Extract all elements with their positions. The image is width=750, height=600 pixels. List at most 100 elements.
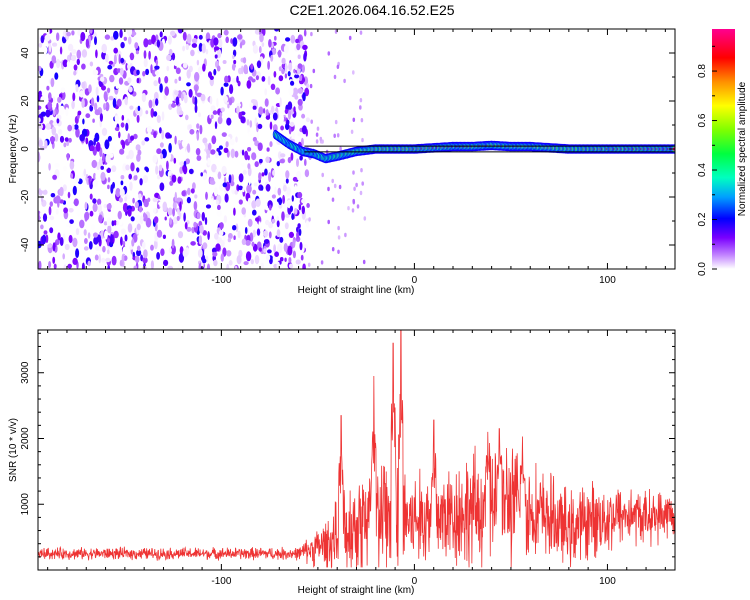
heatmap-cell: [148, 99, 153, 109]
heatmap-cell: [73, 198, 79, 207]
heatmap-cell: [182, 29, 188, 32]
spectrogram-x-ticks: -100 0 100: [47, 29, 666, 286]
heatmap-cell: [285, 170, 290, 179]
heatmap-cell: [251, 200, 257, 209]
heatmap-cell: [170, 30, 176, 36]
heatmap-cell: [51, 55, 57, 64]
heatmap-cell: [191, 38, 198, 44]
heatmap-cell: [108, 95, 114, 101]
heatmap-cell: [271, 194, 276, 199]
heatmap-cell: [251, 99, 257, 104]
heatmap-cell: [58, 38, 62, 46]
heatmap-cell: [127, 223, 133, 233]
heatmap-cell: [226, 117, 232, 126]
heatmap-cell: [186, 226, 192, 232]
heatmap-cell: [279, 159, 285, 164]
heatmap-cell: [139, 178, 143, 186]
heatmap-cell: [215, 243, 221, 252]
heatmap-cell: [288, 231, 294, 238]
heatmap-cell: [52, 121, 58, 127]
heatmap-cell: [289, 205, 293, 212]
heatmap-cell: [225, 36, 229, 44]
heatmap-cell: [81, 262, 85, 269]
heatmap-cell: [249, 102, 254, 109]
heatmap-cell: [102, 152, 105, 163]
heatmap-cell: [168, 142, 172, 153]
heatmap-cell: [199, 124, 203, 135]
heatmap-cell: [297, 132, 302, 137]
heatmap-cell: [268, 231, 272, 239]
heatmap-cell: [223, 29, 229, 36]
heatmap-cell: [120, 236, 123, 246]
heatmap-cell: [228, 174, 232, 184]
heatmap-cell: [96, 95, 100, 103]
heatmap-cell: [63, 264, 67, 269]
heatmap-cell: [59, 186, 64, 197]
heatmap-cell: [112, 146, 116, 152]
heatmap-cell: [202, 172, 208, 181]
heatmap-cell: [306, 83, 310, 89]
heatmap-cell: [223, 147, 229, 153]
heatmap-cell: [337, 225, 340, 231]
heatmap-cell: [333, 74, 337, 80]
heatmap-cell: [105, 164, 108, 170]
heatmap-cell: [213, 37, 219, 46]
heatmap-cell: [59, 46, 63, 55]
heatmap-cell: [39, 211, 43, 218]
heatmap-cell: [166, 54, 172, 61]
heatmap-cell: [193, 201, 198, 211]
heatmap-cell: [69, 219, 74, 225]
heatmap-cell: [130, 31, 137, 36]
heatmap-cell: [101, 43, 107, 54]
heatmap-cell: [115, 187, 121, 198]
heatmap-cell: [216, 209, 222, 217]
heatmap-cell: [71, 100, 75, 110]
heatmap-cell: [110, 36, 115, 41]
heatmap-cell: [202, 137, 208, 144]
heatmap-cell: [285, 37, 291, 42]
heatmap-cell: [49, 136, 56, 143]
heatmap-cell: [73, 64, 78, 71]
heatmap-cell: [360, 118, 364, 123]
heatmap-cell: [83, 246, 89, 251]
heatmap-cell: [255, 217, 260, 222]
heatmap-cell: [136, 114, 140, 123]
heatmap-cell: [264, 98, 269, 107]
heatmap-cell: [245, 239, 251, 246]
heatmap-cell: [76, 209, 81, 217]
heatmap-cell: [112, 181, 115, 189]
heatmap-cell: [118, 220, 123, 226]
heatmap-cell: [197, 66, 203, 75]
heatmap-cell: [216, 237, 223, 244]
heatmap-cell: [352, 170, 355, 175]
heatmap-cell: [292, 239, 296, 248]
heatmap-cell: [222, 182, 227, 188]
chart-title: C2E1.2026.064.16.52.E25: [289, 2, 454, 18]
heatmap-cell: [225, 136, 231, 142]
heatmap-cell: [206, 263, 211, 269]
heatmap-cell: [160, 248, 165, 256]
heatmap-cell: [175, 67, 181, 75]
heatmap-cell: [194, 96, 198, 107]
heatmap-cell: [56, 58, 61, 69]
heatmap-cell: [165, 45, 168, 51]
heatmap-cell: [196, 155, 202, 162]
heatmap-cell: [153, 216, 159, 224]
heatmap-cell: [229, 84, 234, 95]
heatmap-cell: [40, 96, 45, 105]
heatmap-cell: [195, 148, 201, 156]
heatmap-cell: [113, 30, 119, 40]
heatmap-cell: [331, 178, 335, 184]
heatmap-cell: [159, 83, 163, 93]
heatmap-cell: [230, 148, 235, 159]
heatmap-cell: [181, 140, 186, 148]
snr-y-tick-label: 1000: [20, 493, 31, 516]
heatmap-cell: [96, 39, 100, 50]
heatmap-cell: [255, 75, 259, 81]
heatmap-cell: [64, 243, 70, 251]
heatmap-cell: [263, 248, 267, 253]
heatmap-cell: [136, 78, 140, 84]
heatmap-cell: [231, 252, 237, 259]
heatmap-cell: [351, 208, 355, 213]
heatmap-cell: [268, 172, 272, 183]
